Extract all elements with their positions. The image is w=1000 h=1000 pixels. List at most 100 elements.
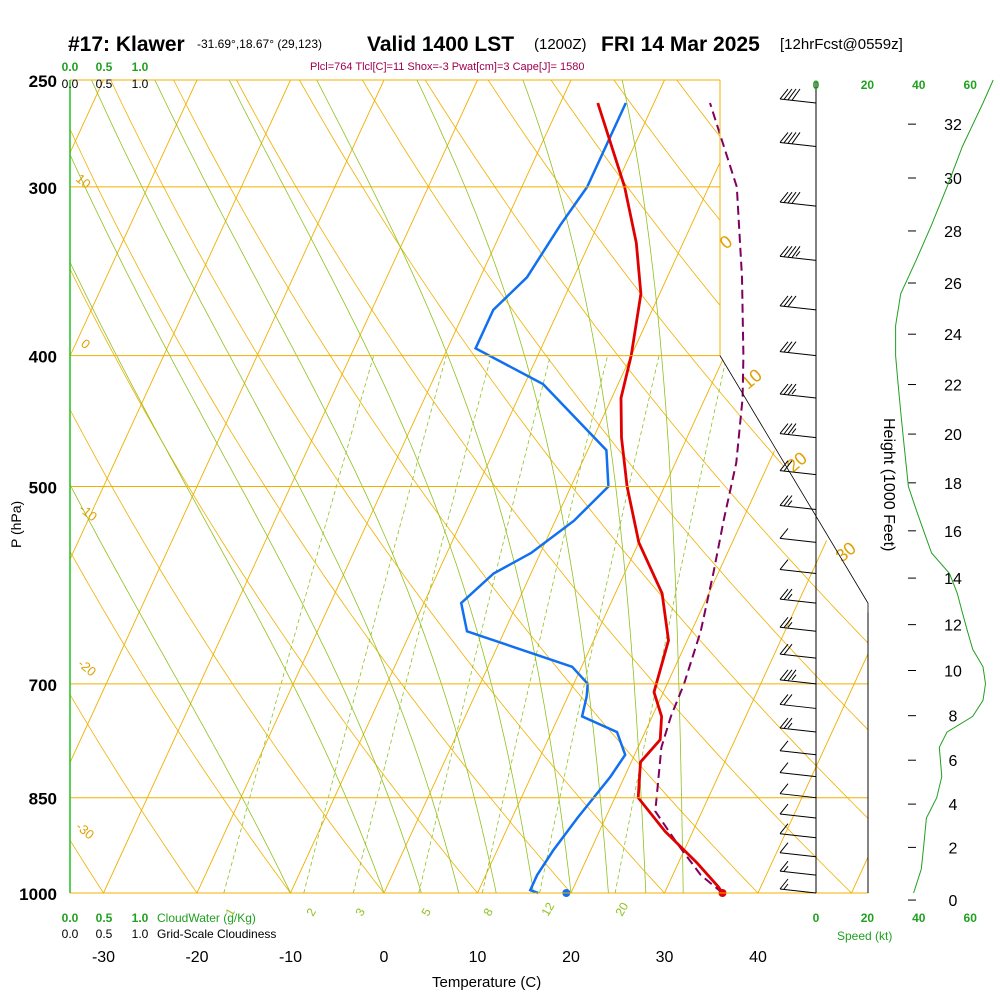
sounding-traces (459, 102, 745, 897)
cloudwater-label: CloudWater (g/Kg) (157, 911, 256, 925)
wind-barb-half-flag (795, 251, 801, 257)
wind-barb-flag (783, 694, 793, 706)
dry-adiabat-line (361, 80, 868, 893)
wind-barb-staff (779, 393, 817, 399)
wind-barb-flag (783, 669, 793, 681)
mixing-ratio-label: 12 (538, 900, 557, 919)
moist-adiabat-line (228, 80, 534, 893)
wind-barb-staff (779, 888, 817, 894)
pressure-tick-label: 700 (29, 676, 57, 695)
speed-tick-top: 20 (861, 78, 875, 92)
wind-barb-flag (779, 559, 789, 570)
wind-barb (779, 191, 817, 207)
temperature-trace (596, 102, 724, 894)
wind-barb-flag (779, 803, 789, 815)
wind-barb-flag (791, 132, 801, 144)
height-tick-label: 26 (944, 276, 962, 293)
wind-barb-flag (779, 694, 789, 705)
wind-barb-flag (787, 88, 797, 101)
wind-barb-staff (779, 598, 817, 604)
wind-barb-flag (779, 88, 789, 100)
wind-barb-flag (779, 643, 789, 655)
pressure-tick-label: 300 (29, 179, 57, 198)
zulu-time: (1200Z) (534, 36, 587, 53)
wind-barb-staff (779, 653, 817, 659)
height-tick-label: 0 (949, 893, 958, 910)
temperature-tick-label: 30 (656, 949, 674, 966)
mixing-ratio-line (481, 355, 608, 893)
height-tick-label: 14 (944, 571, 962, 588)
dry-adiabat-line (299, 80, 868, 893)
wind-barb-flag (779, 616, 789, 628)
wind-barb-flag (779, 383, 789, 395)
cloudiness-tick-bottom: 0.5 (96, 927, 113, 941)
wind-barb-flag (783, 341, 793, 353)
wind-barb-flag (787, 383, 797, 396)
wind-barb (779, 559, 817, 575)
wind-barb-flag (779, 132, 789, 143)
wind-barb-staff (779, 537, 817, 543)
isotherm-line (70, 80, 198, 893)
dry-adiabat-line (487, 80, 868, 893)
temperature-tick-label: 20 (562, 949, 580, 966)
wind-barb-flag (779, 860, 789, 872)
dewpoint-trace (459, 102, 627, 895)
cloudwater-tick-bottom: 0.0 (62, 911, 79, 925)
wind-barb-staff (779, 470, 817, 476)
speed-tick-top: 0 (813, 78, 820, 92)
speed-tick-top: 40 (912, 78, 926, 92)
speed-tick-bottom: 0 (813, 911, 820, 925)
temperature-tick-label: 0 (380, 949, 389, 966)
wind-barb (779, 842, 817, 858)
wind-barb (779, 860, 817, 876)
wind-barb (779, 694, 817, 709)
wind-barb-staff (779, 626, 817, 632)
wind-barb (779, 383, 817, 399)
moist-adiabat-line (70, 80, 385, 893)
background-lines (70, 80, 868, 893)
wind-barb-flag (787, 132, 797, 144)
dry-adiabat-line (110, 80, 665, 893)
wind-barb (779, 762, 817, 778)
height-tick-label: 10 (944, 663, 962, 680)
wind-barb-flag (787, 295, 797, 308)
wind-barb-flag (779, 460, 789, 471)
wind-barb-flag (783, 191, 793, 203)
wind-barb-flag (787, 341, 797, 353)
wind-barb-flag (783, 246, 793, 258)
wind-barb-flag (779, 842, 789, 854)
parcel-trace (654, 102, 745, 894)
wind-barb (779, 423, 817, 439)
wind-barb-half-flag (787, 722, 793, 729)
cloudiness-label: Grid-Scale Cloudiness (157, 927, 276, 941)
mixing-ratio-line (418, 355, 551, 893)
wind-barb-flag (779, 669, 789, 681)
wind-barb-flag (779, 740, 789, 752)
pressure-tick-label: 500 (29, 479, 57, 498)
height-tick-label: 22 (944, 378, 962, 395)
moist-adiabat-line (70, 80, 422, 893)
forecast-date: FRI 14 Mar 2025 (601, 33, 760, 56)
wind-barb (779, 740, 817, 756)
speed-tick-bottom: 40 (912, 911, 926, 925)
wind-barb (779, 295, 817, 311)
wind-barb-flag (779, 823, 789, 835)
wind-barb-staff (779, 351, 817, 357)
wind-barb-flag (779, 783, 789, 795)
wind-barb (779, 878, 817, 894)
wind-barb-staff (779, 852, 817, 858)
wind-barb-staff (779, 772, 817, 778)
height-tick-label: 28 (944, 224, 962, 241)
wind-barb-flag (791, 88, 801, 101)
wind-barb-staff (779, 813, 817, 819)
wind-barb-flag (779, 341, 789, 352)
wind-barb-flag (779, 295, 789, 307)
wind-barb-staff (779, 750, 817, 756)
valid-time: Valid 1400 LST (367, 33, 514, 56)
temperature-tick-label: -10 (279, 949, 302, 966)
y-axis-title: P (hPa) (8, 501, 24, 548)
wind-barb (779, 669, 817, 685)
wind-barb-flag (783, 616, 793, 628)
wind-barb-half-flag (783, 865, 789, 872)
